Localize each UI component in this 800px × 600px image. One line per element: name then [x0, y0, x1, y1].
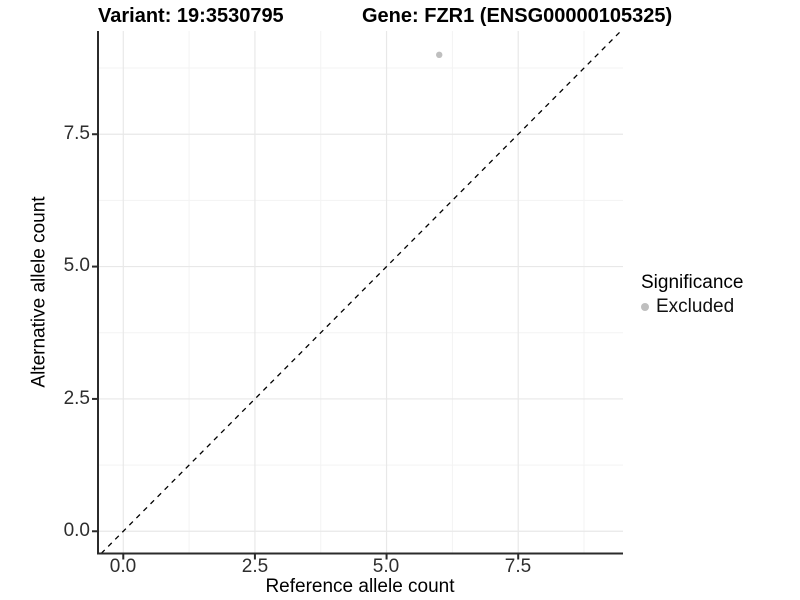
legend: Significance Excluded: [641, 271, 743, 318]
y-tick-label-3: 7.5: [63, 123, 90, 144]
x-tick-label-2: 5.0: [372, 556, 400, 577]
x-tick-label-1: 2.5: [241, 556, 269, 577]
x-axis-title: Reference allele count: [265, 576, 455, 597]
legend-item-excluded: Excluded: [641, 296, 743, 318]
data-point: [436, 51, 443, 59]
legend-title: Significance: [641, 272, 744, 293]
plot-title-gene: Gene: FZR1 (ENSG00000105325): [362, 5, 673, 27]
y-tick-label-1: 2.5: [63, 388, 90, 409]
excluded-dot-icon: [641, 303, 649, 311]
legend-item-label: Excluded: [656, 296, 735, 317]
y-tick-label-2: 5.0: [63, 255, 90, 276]
plot-title-variant: Variant: 19:3530795: [98, 5, 284, 27]
x-tick-label-0: 0.0: [109, 556, 137, 577]
y-tick-label-0: 0.0: [63, 520, 90, 541]
identity-line: [100, 30, 622, 554]
y-axis-title: Alternative allele count: [28, 196, 50, 388]
x-tick-label-3: 7.5: [504, 556, 532, 577]
